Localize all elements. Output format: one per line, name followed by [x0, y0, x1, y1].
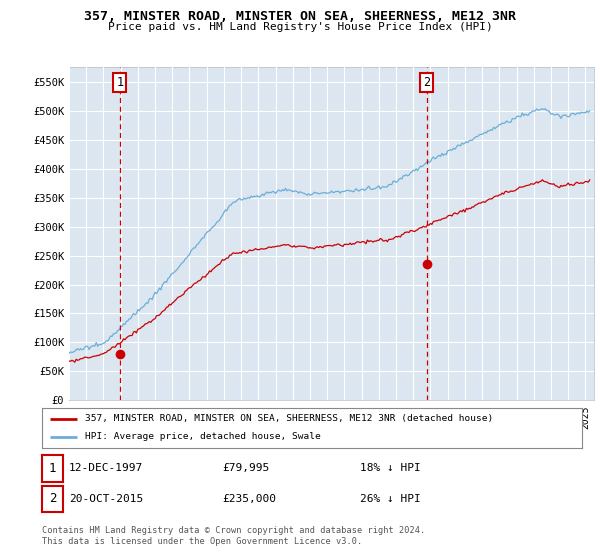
Text: 357, MINSTER ROAD, MINSTER ON SEA, SHEERNESS, ME12 3NR (detached house): 357, MINSTER ROAD, MINSTER ON SEA, SHEER… [85, 414, 493, 423]
Text: Price paid vs. HM Land Registry's House Price Index (HPI): Price paid vs. HM Land Registry's House … [107, 22, 493, 32]
Text: 2: 2 [423, 76, 430, 90]
Text: 1: 1 [116, 76, 124, 90]
Text: 26% ↓ HPI: 26% ↓ HPI [360, 494, 421, 504]
Text: 2: 2 [49, 492, 56, 506]
Text: 1: 1 [49, 461, 56, 475]
Text: Contains HM Land Registry data © Crown copyright and database right 2024.
This d: Contains HM Land Registry data © Crown c… [42, 526, 425, 546]
Text: HPI: Average price, detached house, Swale: HPI: Average price, detached house, Swal… [85, 432, 321, 441]
Text: 20-OCT-2015: 20-OCT-2015 [69, 494, 143, 504]
Text: £79,995: £79,995 [222, 463, 269, 473]
Text: £235,000: £235,000 [222, 494, 276, 504]
Text: 18% ↓ HPI: 18% ↓ HPI [360, 463, 421, 473]
Text: 12-DEC-1997: 12-DEC-1997 [69, 463, 143, 473]
Text: 357, MINSTER ROAD, MINSTER ON SEA, SHEERNESS, ME12 3NR: 357, MINSTER ROAD, MINSTER ON SEA, SHEER… [84, 10, 516, 23]
